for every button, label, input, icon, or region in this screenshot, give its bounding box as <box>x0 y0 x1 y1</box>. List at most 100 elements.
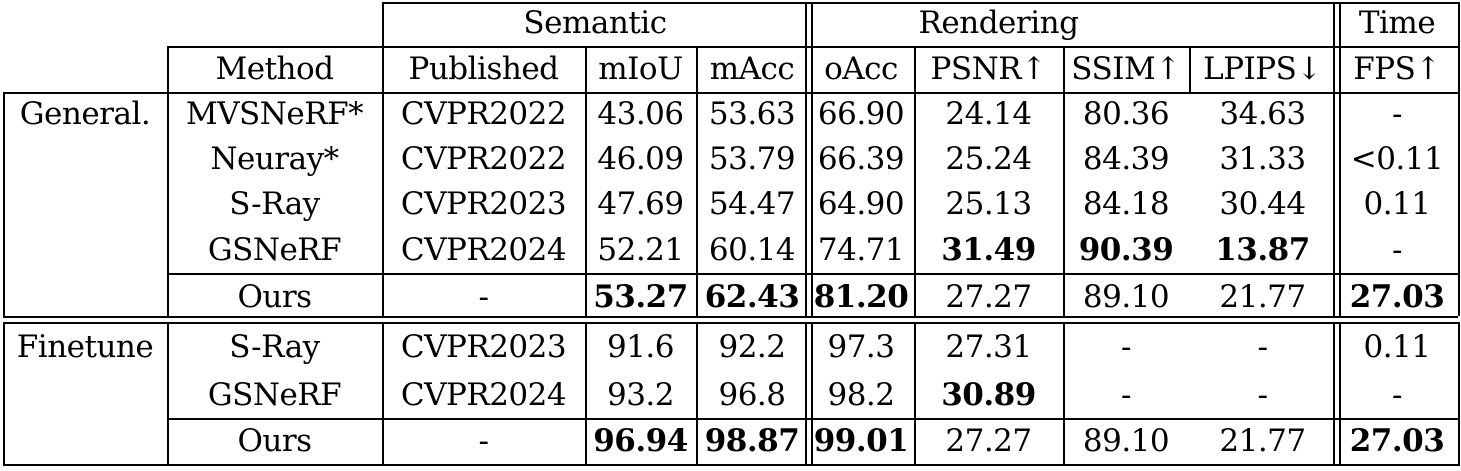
table-cell-fps: 0.11 <box>1363 328 1431 365</box>
table-cell-published: CVPR2022 <box>400 96 567 132</box>
section-label: General. <box>19 96 151 132</box>
rule-finetune-top <box>3 322 1458 324</box>
rule-v-group-dbl-a <box>805 2 807 46</box>
table-cell-oacc: 97.3 <box>827 328 895 365</box>
rule-v-group-right <box>1458 2 1460 46</box>
table-cell-miou: 52.21 <box>597 231 684 268</box>
rule-v-group-dbl-d <box>1339 2 1341 46</box>
table-cell-macc: 54.47 <box>708 186 796 222</box>
column-header-ssim: SSIM↑ <box>1071 50 1181 87</box>
table-cell-method: Ours <box>237 279 312 315</box>
table-cell-oacc: 74.71 <box>817 231 905 268</box>
rule-v-4-general <box>696 92 698 316</box>
table-cell-published: CVPR2024 <box>400 231 567 268</box>
rule-top-groups <box>382 2 1458 4</box>
table-cell-ssim: - <box>1121 328 1131 365</box>
rule-header-bottom <box>3 92 1458 94</box>
rule-v-dbl-b-finetune <box>811 322 813 466</box>
table-cell-macc: 53.79 <box>708 141 796 177</box>
table-cell-oacc: 66.39 <box>817 141 905 177</box>
rule-v-3-finetune <box>585 322 587 466</box>
table-cell-method: GSNeRF <box>207 376 342 413</box>
table-cell-method: Ours <box>237 422 312 459</box>
rule-v-dbl-d-general <box>1339 92 1341 316</box>
table-cell-published: CVPR2023 <box>400 328 567 365</box>
table-cell-psnr: 30.89 <box>941 376 1036 413</box>
rule-v-col-4 <box>696 46 698 92</box>
table-cell-published: CVPR2023 <box>400 186 567 222</box>
rule-v-2-finetune <box>382 322 384 466</box>
rule-v-6-general <box>914 92 916 316</box>
table-cell-macc: 96.8 <box>718 376 786 413</box>
table-cell-psnr: 31.49 <box>941 231 1036 268</box>
table-cell-method: Neuray* <box>210 141 339 177</box>
rule-v-1-finetune <box>167 322 169 466</box>
table-cell-lpips: 31.33 <box>1219 141 1306 177</box>
column-header-miou: mIoU <box>598 50 683 87</box>
group-header-time: Time <box>1358 4 1436 41</box>
rule-v-dbl-c-finetune <box>1333 322 1335 466</box>
table-cell-lpips: - <box>1257 376 1268 413</box>
rule-v-2-general <box>382 92 384 316</box>
group-header-rendering: Rendering <box>918 4 1079 41</box>
rule-bottom <box>3 464 1458 466</box>
table-cell-ssim: 90.39 <box>1078 231 1174 268</box>
table-cell-method: S-Ray <box>229 328 320 365</box>
group-header-semantic: Semantic <box>523 4 667 41</box>
rule-v-col-dbl-d <box>1339 46 1341 92</box>
table-cell-macc: 53.63 <box>708 96 796 132</box>
table-cell-fps: <0.11 <box>1350 141 1444 177</box>
rule-v-col-8 <box>1189 46 1191 92</box>
table-cell-published: CVPR2022 <box>400 141 567 177</box>
rule-v-col-1 <box>167 46 169 92</box>
table-cell-miou: 47.69 <box>597 186 684 222</box>
rule-v-right-finetune <box>1458 322 1460 466</box>
rule-v-col-dbl-b <box>811 46 813 92</box>
rule-v-dbl-a-general <box>805 92 807 316</box>
table-cell-ssim: 89.10 <box>1082 279 1170 315</box>
rule-v-dbl-b-general <box>811 92 813 316</box>
table-cell-macc: 60.14 <box>708 231 796 268</box>
column-header-psnr: PSNR↑ <box>930 50 1047 87</box>
table-cell-lpips: 21.77 <box>1219 279 1306 315</box>
rule-v-7-general <box>1063 92 1065 316</box>
rule-v-col-dbl-a <box>805 46 807 92</box>
rule-v-6-finetune <box>914 322 916 466</box>
table-cell-published: - <box>478 279 489 315</box>
table-cell-psnr: 27.27 <box>945 422 1032 459</box>
rule-v-group-dbl-c <box>1333 2 1335 46</box>
rule-general-bottom <box>3 316 1458 318</box>
rule-v-dbl-c-general <box>1333 92 1335 316</box>
column-header-oacc: oAcc <box>824 50 898 87</box>
table-cell-psnr: 24.14 <box>945 96 1032 132</box>
rule-v-group-left <box>382 2 384 46</box>
rule-v-3-general <box>585 92 587 316</box>
table-cell-miou: 46.09 <box>597 141 684 177</box>
table-cell-ssim: 80.36 <box>1082 96 1170 132</box>
rule-v-left-general <box>3 92 5 316</box>
table-cell-fps: 0.11 <box>1363 186 1431 222</box>
table-cell-lpips: - <box>1257 328 1268 365</box>
table-cell-ssim: - <box>1121 376 1131 413</box>
table-cell-method: GSNeRF <box>207 231 342 268</box>
rule-v-col-7 <box>1063 46 1065 92</box>
rule-v-col-3 <box>585 46 587 92</box>
rule-v-group-dbl-b <box>811 2 813 46</box>
rule-v-col-6 <box>914 46 916 92</box>
rule-v-col-dbl-c <box>1333 46 1335 92</box>
table-cell-macc: 92.2 <box>718 328 786 365</box>
table-cell-fps: - <box>1392 96 1402 132</box>
table-cell-miou: 43.06 <box>597 96 684 132</box>
table-cell-lpips: 13.87 <box>1215 231 1310 268</box>
table-cell-miou: 96.94 <box>593 422 688 459</box>
table-cell-oacc: 64.90 <box>817 186 905 222</box>
table-cell-lpips: 21.77 <box>1219 422 1306 459</box>
table-cell-oacc: 66.90 <box>817 96 905 132</box>
rule-v-dbl-a-finetune <box>805 322 807 466</box>
rule-v-7-finetune <box>1063 322 1065 466</box>
table-cell-lpips: 30.44 <box>1219 186 1306 222</box>
rule-v-left-finetune <box>3 322 5 466</box>
column-header-macc: mAcc <box>709 50 795 87</box>
column-header-published: Published <box>408 50 559 87</box>
rule-v-right-general <box>1458 92 1460 316</box>
